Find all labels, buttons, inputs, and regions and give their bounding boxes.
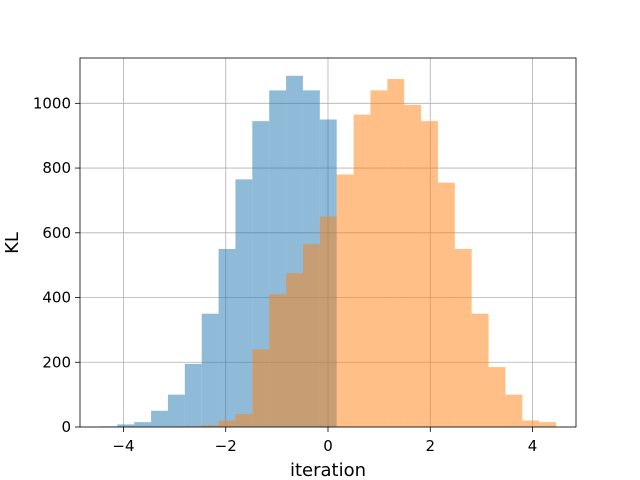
y-tick-label: 0 [61,418,71,436]
series-1-bar [235,414,253,427]
series-1-bar [218,420,236,427]
series-1-bar [421,121,438,428]
series-1-bar [505,394,523,427]
series-0-bar [151,410,168,427]
series-1-bar [336,174,354,427]
x-tick-label: −2 [215,437,237,455]
y-axis-ticks: 0 200 400 600 800 1000 [33,94,80,436]
series-1-bar [471,313,489,427]
x-axis-ticks: −4 −2 0 2 4 [112,427,537,455]
series-1-bar [539,422,557,427]
y-tick-label: 400 [42,289,71,307]
series-1-bar [269,294,287,427]
series-0-bar [167,394,185,427]
x-tick-label: 4 [528,437,538,455]
series-1-bar [252,349,270,427]
series-1-bar [522,420,540,427]
series-0-bar [235,179,253,427]
x-axis-label: iteration [290,460,366,480]
series-1-bar [353,114,371,427]
series-1-bars [184,79,557,428]
series-0-bar [218,248,236,427]
series-1-bar [437,182,455,427]
y-tick-label: 800 [42,159,71,177]
x-tick-label: −4 [112,437,134,455]
y-tick-label: 200 [42,353,71,371]
series-1-bar [302,244,320,427]
series-1-bar [286,273,303,427]
series-0-bar [184,363,202,427]
series-0-bar [117,424,135,427]
series-1-bar [370,90,388,428]
x-tick-label: 2 [425,437,435,455]
series-0-bar [201,313,219,427]
series-1-bar [488,367,506,427]
series-1-bar [387,79,405,427]
series-1-bar [454,248,472,427]
series-1-bar [404,104,422,428]
x-tick-label: 0 [323,437,333,455]
y-tick-label: 600 [42,224,71,242]
series-0-bar [134,422,152,427]
y-axis-label: KL [2,232,23,254]
series-1-bar [201,425,219,427]
y-tick-label: 1000 [33,94,71,112]
series-1-bar [319,216,337,427]
